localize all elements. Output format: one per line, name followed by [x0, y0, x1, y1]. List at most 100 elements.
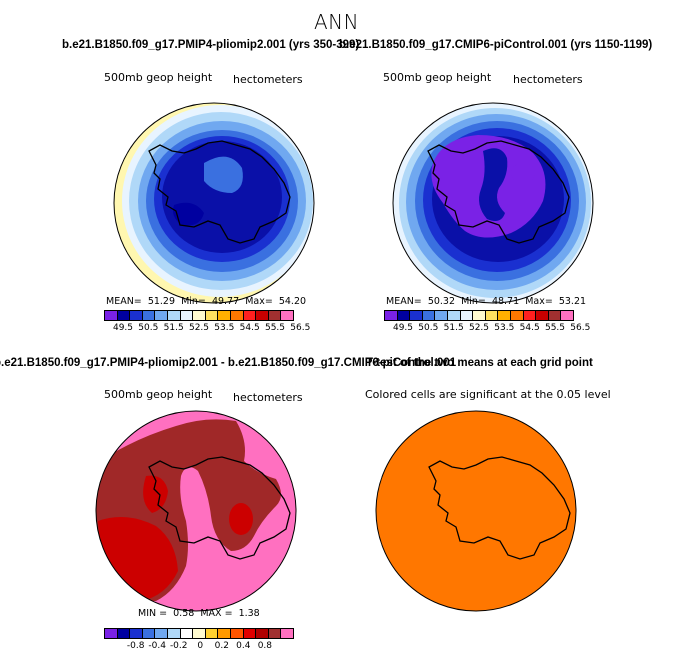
difference-colorbar-swatch	[117, 629, 131, 638]
panel2-colorbar-swatch	[410, 311, 423, 320]
panel2-variable: 500mb geop height	[383, 71, 492, 84]
colorbar-tick-label: 53.5	[494, 323, 515, 333]
colorbar-tick-label: 55.5	[264, 323, 286, 333]
panel1-colorbar-swatch	[167, 311, 181, 320]
difference-colorbar-swatch	[155, 629, 168, 638]
difference-map	[95, 410, 297, 612]
diff-coastline	[148, 456, 291, 560]
difference-colorbar-swatch	[167, 629, 181, 638]
difference-colorbar-swatch	[105, 629, 118, 638]
colorbar-tick-label: -0.4	[148, 641, 166, 651]
panel1-colorbar-swatch	[105, 311, 118, 320]
panel2-colorbar-swatch	[473, 311, 486, 320]
p2-inner-blue	[479, 148, 508, 221]
colorbar-tick-label: 54.5	[519, 323, 540, 333]
colorbar-tick-label: 0.2	[214, 641, 229, 651]
difference-title: b.e21.B1850.f09_g17.PMIP4-pliomip2.001 -…	[0, 357, 457, 369]
difference-stats: MIN = 0.58 MAX = 1.38	[138, 608, 260, 619]
colorbar-tick-label: 52.5	[188, 323, 210, 333]
panel1-colorbar-swatch	[256, 311, 269, 320]
colorbar-tick-label: 54.5	[239, 323, 260, 333]
colorbar-tick-label: 52.5	[468, 323, 490, 333]
panel1-variable: 500mb geop height	[104, 71, 213, 84]
difference-colorbar-swatch	[142, 629, 156, 638]
colorbar-tick-label: 49.5	[392, 323, 414, 333]
difference-colorbar-swatch	[281, 629, 293, 638]
panel1-colorbar-swatch	[205, 311, 219, 320]
panel2-colorbar-swatch	[510, 311, 524, 320]
panel2-colorbar-swatch	[397, 311, 411, 320]
panel2-colorbar-swatch	[485, 311, 499, 320]
colorbar-tick-label: -0.2	[169, 641, 188, 651]
panel2-colorbar-swatch	[536, 311, 549, 320]
colorbar-tick-label: 50.5	[418, 323, 439, 333]
difference-colorbar-swatch	[218, 629, 231, 638]
panel1-colorbar-swatch	[180, 311, 194, 320]
panel2-colorbar-swatch	[435, 311, 448, 320]
ttest-title: T-test of the two means at each grid poi…	[366, 357, 593, 369]
panel1-map	[113, 102, 315, 304]
panel1-colorbar-swatch	[142, 311, 156, 320]
colorbar-tick-label: -0.8	[126, 641, 145, 651]
diff-red-left	[143, 475, 168, 513]
colorbar-tick-label: 50.5	[138, 323, 159, 333]
colorbar-tick-label: 49.5	[112, 323, 134, 333]
significance-fill	[375, 410, 577, 612]
difference-colorbar-swatch	[243, 629, 257, 638]
colorbar-tick-label: 0.8	[257, 641, 273, 651]
panel2-stats: MEAN= 50.32 Min= 48.71 Max= 53.21	[386, 296, 587, 307]
difference-colorbar-swatch	[230, 629, 244, 638]
p1-coastline	[148, 140, 291, 244]
diff-units: hectometers	[233, 391, 303, 404]
diff-red-right	[229, 503, 253, 535]
panel1-stats: MEAN= 51.29 Min= 49.77 Max= 54.20	[106, 296, 307, 307]
panel2-colorbar-swatch	[422, 311, 436, 320]
significance-coastline	[428, 456, 571, 560]
panel1-colorbar-swatch	[268, 311, 282, 320]
colorbar-tick-label: 56.5	[290, 323, 311, 333]
significance-map	[375, 410, 577, 612]
difference-colorbar-swatch	[193, 629, 206, 638]
difference-colorbar-swatch	[256, 629, 269, 638]
panel2-colorbar-swatch	[447, 311, 461, 320]
panel2-map	[392, 102, 594, 304]
colorbar-tick-label: 56.5	[570, 323, 591, 333]
case1-title: b.e21.B1850.f09_g17.PMIP4-pliomip2.001 (…	[62, 39, 360, 51]
panel1-colorbar-swatch	[117, 311, 131, 320]
colorbar-tick-label: 0	[197, 641, 204, 651]
panel2-units: hectometers	[513, 73, 583, 86]
panel1-colorbar-swatch	[155, 311, 168, 320]
panel2-colorbar	[384, 310, 574, 321]
panel2-colorbar-swatch	[561, 311, 573, 320]
p2-coastline	[427, 140, 570, 244]
p1-center-blob	[204, 156, 243, 193]
colorbar-tick-label: 51.5	[163, 323, 184, 333]
panel2-colorbar-swatch	[548, 311, 562, 320]
panel2-colorbar-swatch	[523, 311, 537, 320]
panel2-colorbar-swatch	[460, 311, 474, 320]
difference-colorbar-swatch	[180, 629, 194, 638]
colorbar-tick-label: 55.5	[544, 323, 566, 333]
difference-colorbar-swatch	[130, 629, 143, 638]
difference-colorbar-swatch	[268, 629, 282, 638]
colorbar-tick-label: 51.5	[443, 323, 464, 333]
panel1-colorbar-swatch	[243, 311, 257, 320]
panel1-colorbar	[104, 310, 294, 321]
panel1-units: hectometers	[233, 73, 303, 86]
panel1-colorbar-swatch	[281, 311, 293, 320]
figure-title: ANN	[313, 10, 360, 34]
panel1-colorbar-swatch	[193, 311, 206, 320]
panel2-colorbar-swatch	[385, 311, 398, 320]
panel1-colorbar-swatch	[218, 311, 231, 320]
p1-low-patch	[173, 202, 204, 226]
difference-colorbar	[104, 628, 294, 639]
case2-title: b.e21.B1850.f09_g17.CMIP6-piControl.001 …	[339, 39, 653, 51]
panel1-colorbar-swatch	[130, 311, 143, 320]
colorbar-tick-label: 0.4	[236, 641, 251, 651]
colorbar-tick-label: 53.5	[214, 323, 235, 333]
panel2-colorbar-swatch	[498, 311, 511, 320]
p2-right-blob	[511, 163, 535, 183]
significance-caption: Colored cells are significant at the 0.0…	[365, 388, 611, 401]
diff-variable: 500mb geop height	[104, 388, 213, 401]
difference-colorbar-swatch	[205, 629, 219, 638]
